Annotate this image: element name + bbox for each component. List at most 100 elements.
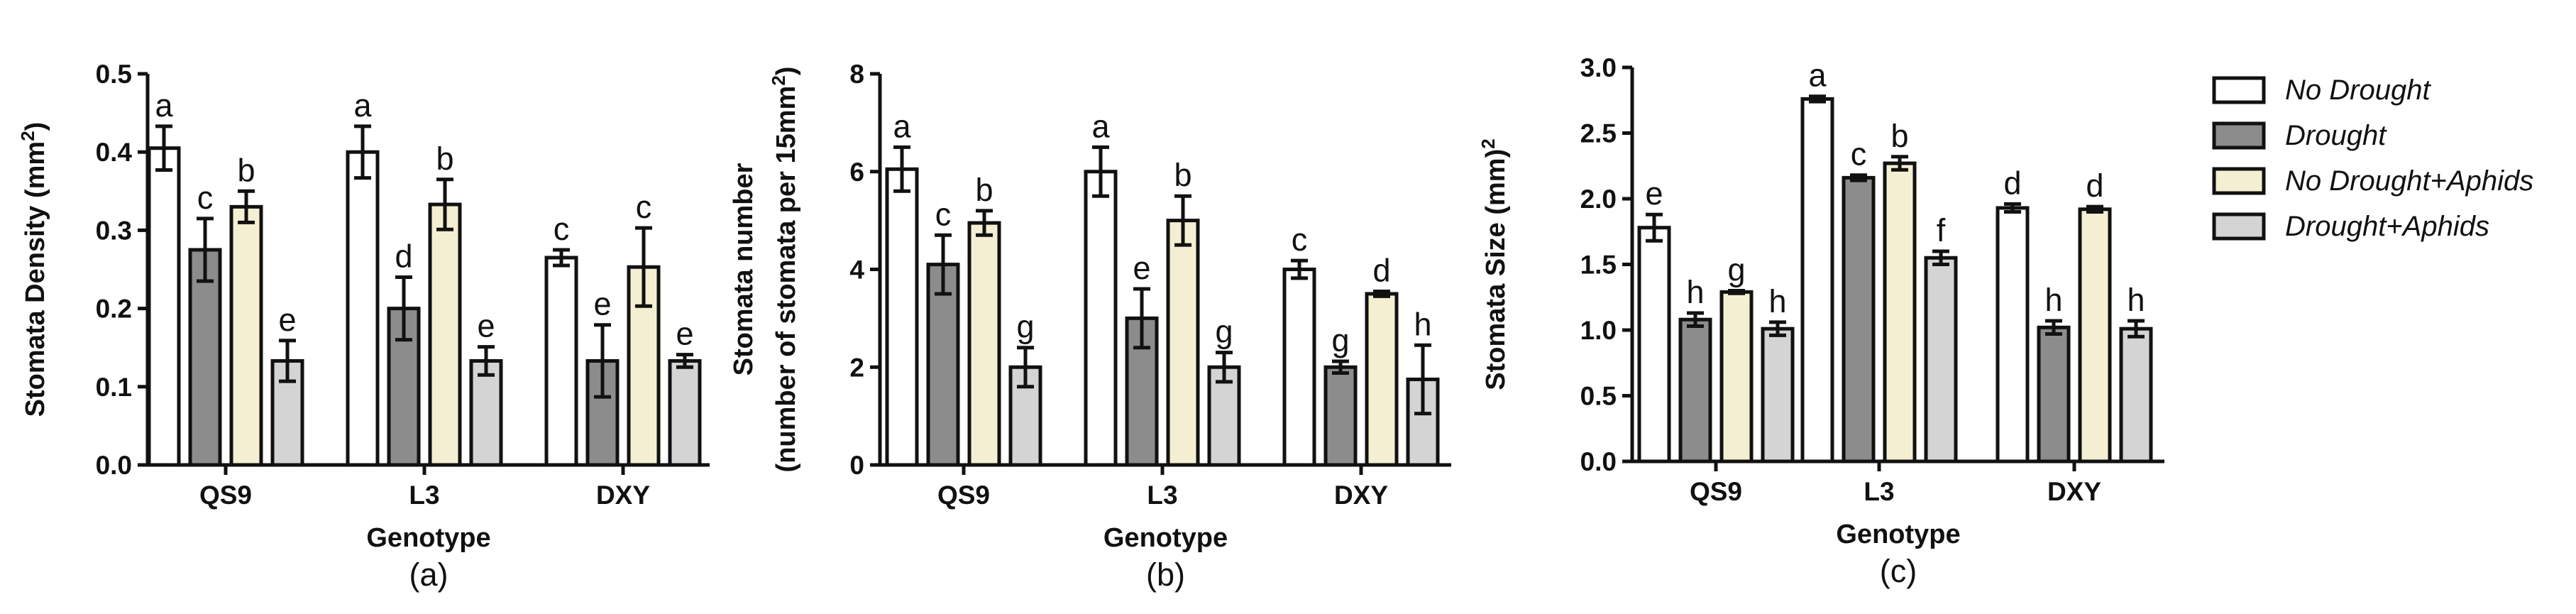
significance-letter: c — [197, 180, 214, 216]
significance-letter: a — [1808, 57, 1827, 94]
significance-letter: e — [477, 308, 495, 344]
bar — [1883, 161, 1917, 464]
significance-letter: e — [278, 302, 296, 338]
significance-letter: h — [2127, 282, 2145, 318]
significance-letter: d — [395, 239, 412, 275]
panel-label: (c) — [1880, 553, 1917, 589]
bar — [1323, 365, 1358, 467]
legend-label: Drought+Aphids — [2285, 211, 2489, 242]
x-axis-title: Genotype — [1103, 523, 1228, 553]
bar — [1365, 292, 1399, 467]
significance-letter: d — [1372, 252, 1390, 288]
y-tick-label: 0.5 — [1580, 382, 1617, 411]
category-label: DXY — [2047, 477, 2101, 506]
y-tick-label: 0.5 — [96, 60, 132, 89]
y-tick-label: 2.5 — [1580, 119, 1617, 148]
bar — [668, 358, 702, 467]
bar — [2078, 207, 2112, 464]
significance-letter: e — [676, 316, 693, 352]
y-tick-label: 0 — [849, 451, 864, 480]
bar — [2119, 327, 2153, 464]
significance-letter: h — [2044, 282, 2062, 318]
significance-letter: d — [2003, 165, 2021, 201]
y-axis-title: Stomata Size (mm)2 — [1477, 138, 1511, 390]
significance-letter: a — [1091, 108, 1110, 144]
bar — [1166, 219, 1200, 467]
y-axis-title-line2: (number of stomata per 15mm2) — [768, 67, 801, 473]
chart-panel-1: acbeQS9adbeL3ceceDXY0.00.10.20.30.40.5Ge… — [17, 60, 710, 593]
legend-swatch — [2212, 167, 2266, 195]
y-tick-label: 1.5 — [1580, 251, 1617, 280]
bar — [229, 204, 263, 467]
bar — [1719, 290, 1754, 464]
y-tick-label: 0.4 — [96, 138, 133, 167]
significance-letter: c — [1851, 136, 1867, 172]
y-tick-label: 0.2 — [96, 295, 132, 324]
legend-label: Drought — [2285, 120, 2387, 151]
significance-letter: b — [975, 172, 993, 208]
y-tick-label: 0.0 — [1580, 447, 1617, 476]
y-tick-label: 6 — [849, 158, 864, 187]
significance-letter: c — [1292, 221, 1308, 258]
bar — [428, 202, 462, 467]
bar — [885, 167, 919, 467]
significance-letter: h — [1686, 274, 1704, 310]
bar — [1761, 327, 1795, 464]
y-tick-label: 0.3 — [96, 216, 132, 245]
significance-letter: d — [2086, 168, 2103, 204]
significance-letter: c — [554, 211, 570, 247]
x-axis-title: Genotype — [1836, 520, 1960, 549]
category-label: L3 — [1147, 481, 1177, 510]
significance-letter: a — [155, 87, 173, 124]
chart-panel-2: acbgQS9aebgL3cgdhDXY02468Genotype(b)Stom… — [729, 60, 1451, 593]
significance-letter: a — [893, 108, 911, 144]
y-tick-label: 0.0 — [96, 451, 132, 480]
chart-panels: acbeQS9adbeL3ceceDXY0.00.10.20.30.40.5Ge… — [17, 53, 2164, 593]
x-axis-title: Genotype — [366, 523, 490, 553]
significance-letter: b — [1890, 118, 1908, 154]
y-tick-label: 3.0 — [1580, 53, 1617, 82]
panel-label: (a) — [409, 557, 448, 593]
significance-letter: b — [237, 152, 255, 188]
category-label: L3 — [1864, 477, 1894, 506]
bar — [346, 150, 380, 467]
bar — [967, 221, 1001, 467]
significance-letter: e — [1133, 250, 1150, 286]
significance-letter: a — [353, 87, 372, 124]
legend-swatch — [2212, 121, 2266, 150]
significance-letter: c — [935, 196, 952, 232]
bar — [1084, 170, 1118, 467]
significance-letter: g — [1016, 309, 1034, 345]
y-axis-title: Stomata number — [729, 163, 759, 375]
significance-letter: b — [436, 141, 453, 177]
category-label: DXY — [596, 481, 650, 510]
significance-letter: e — [1645, 175, 1663, 212]
y-tick-label: 8 — [849, 60, 864, 89]
y-tick-label: 2 — [849, 353, 864, 382]
category-label: DXY — [1334, 481, 1388, 510]
bar — [2037, 325, 2071, 464]
bar — [544, 256, 578, 467]
bar — [1282, 268, 1316, 467]
chart-panel-3: ehghQS9acbfL3dhdhDXY0.00.51.01.52.02.53.… — [1477, 53, 2164, 589]
legend-label: No Drought+Aphids — [2285, 165, 2533, 197]
significance-letter: h — [1414, 306, 1431, 342]
y-tick-label: 2.0 — [1580, 185, 1617, 214]
legend-swatch — [2212, 212, 2266, 241]
significance-letter: f — [1937, 212, 1946, 248]
significance-letter: h — [1768, 283, 1786, 319]
category-label: L3 — [409, 481, 439, 510]
y-tick-label: 0.1 — [96, 373, 132, 402]
legend-label: No Drought — [2285, 75, 2431, 106]
bar — [926, 263, 960, 467]
significance-letter: b — [1174, 157, 1191, 193]
bar — [1996, 206, 2030, 464]
legend-swatch — [2212, 76, 2266, 104]
panel-label: (b) — [1146, 557, 1185, 593]
significance-letter: g — [1727, 252, 1745, 288]
y-tick-label: 1.0 — [1580, 316, 1617, 345]
bar — [147, 146, 181, 467]
bar — [1842, 175, 1876, 464]
significance-letter: e — [593, 286, 611, 322]
